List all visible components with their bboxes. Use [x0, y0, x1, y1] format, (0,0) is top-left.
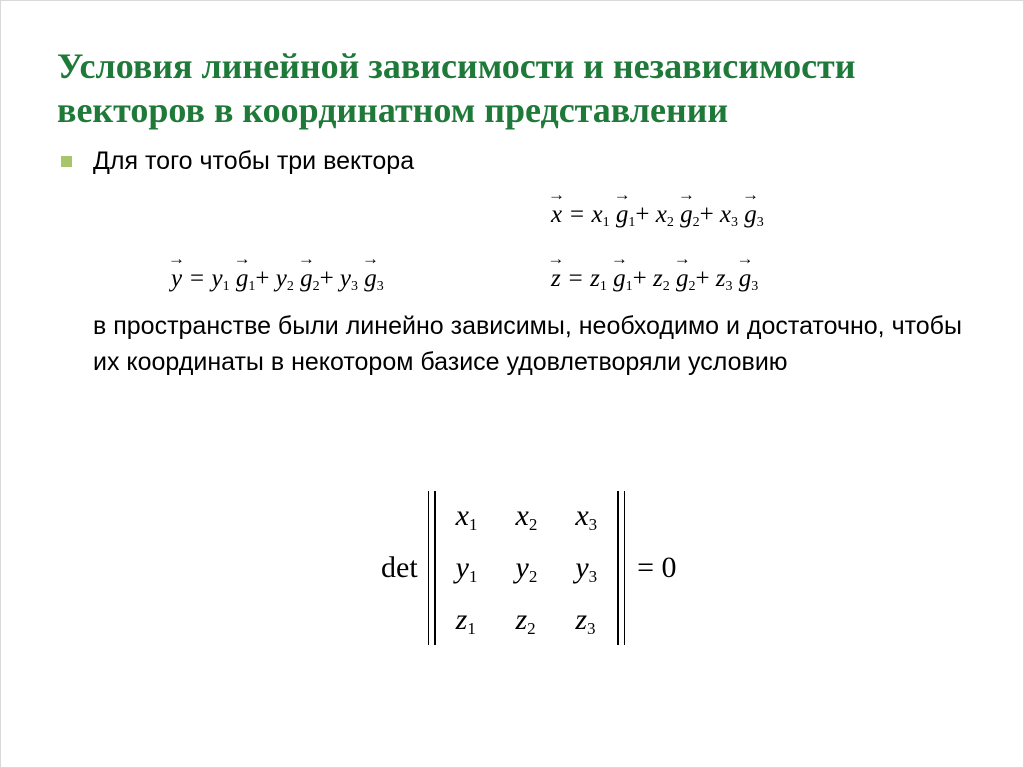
- slide-title: Условия линейной зависимости и независим…: [57, 45, 967, 133]
- det-matrix: x1 x2 x3 y1 y2 y3 z1 z2 z3: [436, 491, 617, 645]
- vector-y-formula: y = y1 g1+ y2 g2+ y3 g3: [171, 265, 384, 293]
- lead-text: Для того чтобы три вектора: [93, 147, 414, 175]
- det-equals: = 0: [637, 551, 676, 585]
- vector-z-formula: z = z1 g1+ z2 g2+ z3 g3: [551, 265, 758, 293]
- det-bars: x1 x2 x3 y1 y2 y3 z1 z2 z3: [428, 491, 625, 645]
- det-bar-left: [428, 491, 436, 645]
- slide: Условия линейной зависимости и независим…: [0, 0, 1024, 768]
- det-bar-right: [617, 491, 625, 645]
- bullet-icon: [61, 156, 72, 167]
- det-label: det: [381, 551, 418, 585]
- body-text: в пространстве были линейно зависимы, не…: [93, 309, 967, 380]
- determinant: det x1 x2 x3 y1 y2 y3 z1 z2 z3 = 0: [381, 491, 677, 645]
- bullet-row: Для того чтобы три вектора: [57, 147, 967, 176]
- vector-x-formula: x = x1 g1+ x2 g2+ x3 g3: [551, 201, 764, 229]
